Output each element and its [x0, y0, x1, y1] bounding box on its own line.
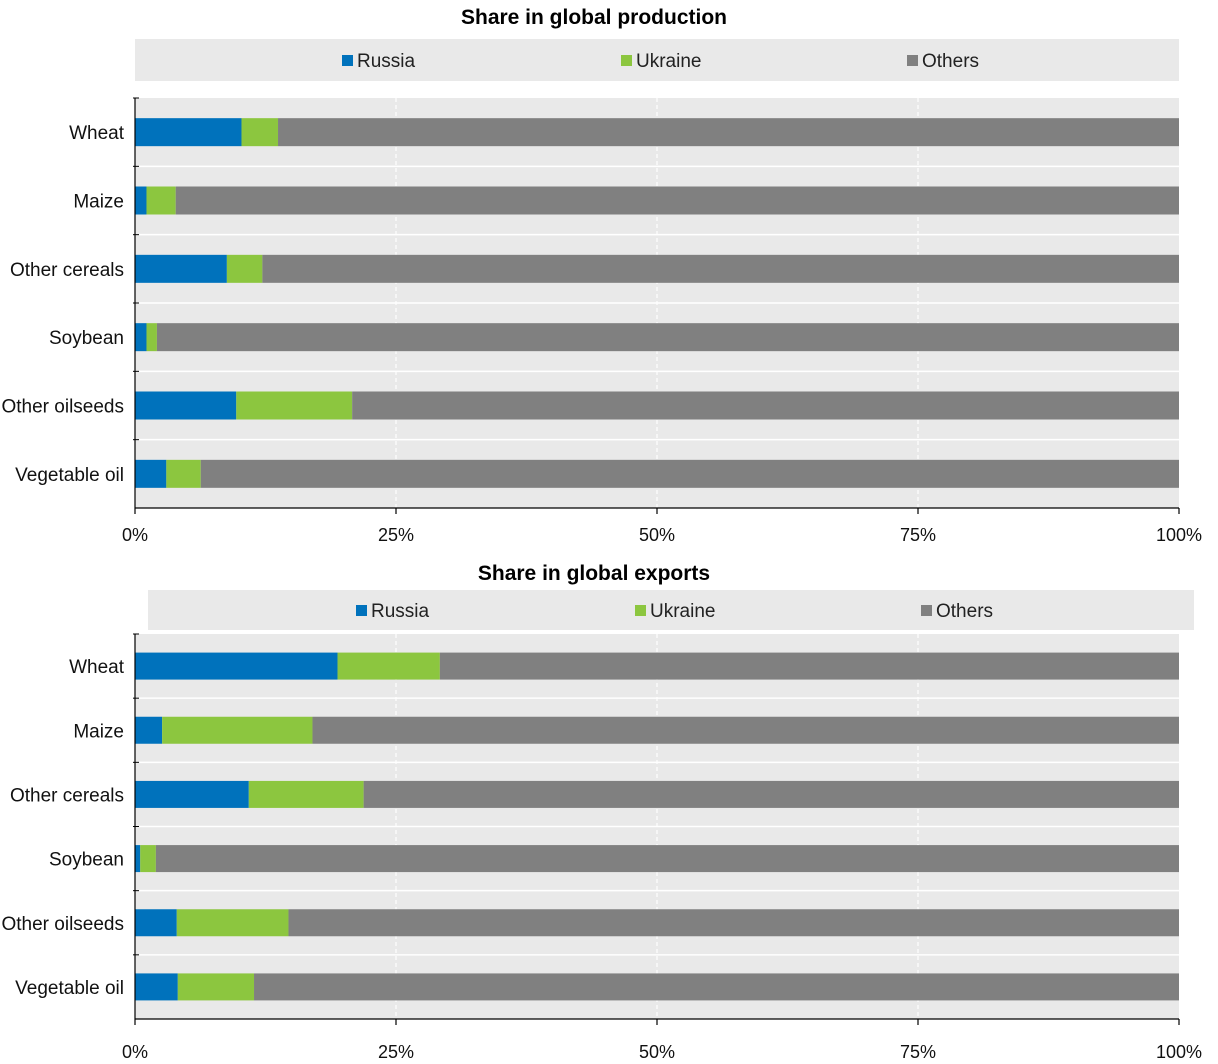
category-label: Other oilseeds: [1, 397, 124, 418]
x-tick-label: 50%: [639, 525, 675, 545]
legend-swatch-russia: [342, 55, 353, 66]
bar-ukraine-maize: [146, 186, 176, 215]
legend-label-others: Others: [922, 51, 979, 72]
bar-others-other-oilseeds: [352, 391, 1180, 420]
category-label: Wheat: [69, 657, 125, 678]
bar-ukraine-wheat: [241, 118, 279, 147]
bar-russia-soybean: [135, 845, 141, 873]
legend-label-ukraine: Ukraine: [650, 601, 715, 622]
legend-label-ukraine: Ukraine: [636, 51, 701, 72]
bar-russia-other-cereals: [135, 254, 227, 283]
legend-background: [148, 590, 1194, 630]
bar-others-wheat: [278, 118, 1179, 147]
x-tick-label: 100%: [1156, 1042, 1202, 1062]
chart-title: Share in global exports: [478, 562, 710, 585]
bar-russia-soybean: [135, 323, 147, 352]
bar-ukraine-soybean: [140, 845, 156, 873]
category-label: Other cereals: [10, 260, 124, 281]
chart-1: Share in global production Russia Ukraine O…: [1, 6, 1202, 545]
x-tick-label: 25%: [378, 525, 414, 545]
bar-others-vegetable-oil: [254, 973, 1180, 1001]
bar-others-other-oilseeds: [288, 909, 1179, 937]
category-label: Soybean: [49, 850, 124, 871]
bar-others-maize: [312, 716, 1180, 744]
bar-ukraine-soybean: [146, 323, 157, 352]
bar-ukraine-other-cereals: [226, 254, 263, 283]
x-tick-label: 100%: [1156, 525, 1202, 545]
category-label: Wheat: [69, 123, 125, 144]
x-tick-label: 75%: [900, 525, 936, 545]
bar-ukraine-vegetable-oil: [177, 973, 255, 1001]
legend-swatch-others: [907, 55, 918, 66]
x-tick-label: 75%: [900, 1042, 936, 1062]
bar-ukraine-other-oilseeds: [236, 391, 353, 420]
chart-2: Share in global exports Russia Ukraine Othe…: [1, 562, 1202, 1062]
bar-ukraine-wheat: [337, 652, 440, 680]
legend-label-others: Others: [936, 601, 993, 622]
legend-label-russia: Russia: [357, 51, 416, 72]
legend-swatch-ukraine: [635, 605, 646, 616]
legend-swatch-others: [921, 605, 932, 616]
bar-others-maize: [175, 186, 1179, 215]
category-label: Vegetable oil: [15, 465, 124, 486]
category-label: Maize: [73, 721, 124, 742]
bar-russia-maize: [135, 716, 163, 744]
chart-title: Share in global production: [461, 6, 727, 29]
category-label: Other cereals: [10, 785, 124, 806]
bar-russia-other-oilseeds: [135, 909, 177, 937]
bar-others-other-cereals: [262, 254, 1179, 283]
bar-ukraine-other-oilseeds: [176, 909, 289, 937]
bar-russia-vegetable-oil: [135, 459, 167, 488]
bar-others-other-cereals: [363, 780, 1179, 808]
bar-ukraine-maize: [162, 716, 313, 744]
category-label: Vegetable oil: [15, 978, 124, 999]
bar-russia-wheat: [135, 118, 242, 147]
bar-others-soybean: [155, 845, 1179, 873]
legend-swatch-russia: [356, 605, 367, 616]
bar-russia-maize: [135, 186, 147, 215]
bar-russia-vegetable-oil: [135, 973, 178, 1001]
legend-swatch-ukraine: [621, 55, 632, 66]
bar-russia-wheat: [135, 652, 338, 680]
bar-ukraine-other-cereals: [248, 780, 364, 808]
bar-russia-other-oilseeds: [135, 391, 237, 420]
bar-russia-other-cereals: [135, 780, 249, 808]
legend-background: [135, 39, 1179, 81]
bar-others-wheat: [439, 652, 1179, 680]
x-tick-label: 50%: [639, 1042, 675, 1062]
x-tick-label: 0%: [122, 525, 148, 545]
legend-label-russia: Russia: [371, 601, 430, 622]
bar-others-vegetable-oil: [200, 459, 1180, 488]
bar-ukraine-vegetable-oil: [166, 459, 201, 488]
category-label: Other oilseeds: [1, 914, 124, 935]
x-tick-label: 0%: [122, 1042, 148, 1062]
x-tick-label: 25%: [378, 1042, 414, 1062]
bar-others-soybean: [156, 323, 1179, 352]
category-label: Maize: [73, 192, 124, 213]
category-label: Soybean: [49, 328, 124, 349]
